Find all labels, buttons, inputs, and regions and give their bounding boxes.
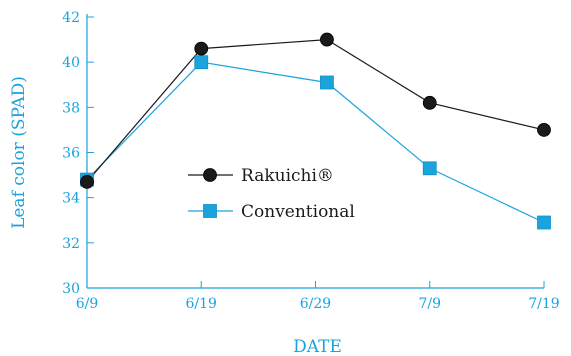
data-point-conventional <box>320 75 334 90</box>
legend: Rakuichi® Conventional <box>188 166 355 222</box>
data-point-rakuichi <box>80 174 94 189</box>
data-point-conventional <box>537 215 551 230</box>
series-line-rakuichi <box>86 38 545 183</box>
x-tick-label: 7/19 <box>528 296 559 312</box>
legend-marker <box>203 204 217 218</box>
legend-marker <box>203 168 217 182</box>
x-tick-label: 6/9 <box>76 296 99 312</box>
x-tick-label: 6/29 <box>300 296 331 312</box>
axes <box>86 14 544 289</box>
legend-label: Conventional <box>241 202 355 222</box>
y-ticks: 30 32 34 36 38 40 42 <box>62 10 94 297</box>
data-point-rakuichi <box>194 41 209 56</box>
y-tick-label: 36 <box>62 146 80 162</box>
y-tick-label: 40 <box>62 55 80 71</box>
legend-label: Rakuichi® <box>241 166 334 186</box>
y-tick-label: 34 <box>62 191 80 207</box>
y-tick-label: 38 <box>62 100 80 116</box>
series-line-conventional <box>86 61 545 224</box>
data-point-conventional <box>194 55 209 70</box>
x-axis-title: DATE <box>293 337 342 356</box>
data-point-rakuichi <box>320 32 334 47</box>
y-tick-label: 32 <box>62 236 80 252</box>
x-tick-label: 6/19 <box>186 296 217 312</box>
series-layer <box>80 32 551 230</box>
x-ticks: 6/9 6/19 6/29 7/9 7/19 <box>76 281 560 312</box>
y-tick-label: 30 <box>62 281 80 297</box>
x-tick-label: 7/9 <box>418 296 441 312</box>
data-point-rakuichi <box>422 95 437 110</box>
data-point-conventional <box>422 161 437 176</box>
data-point-rakuichi <box>537 123 551 137</box>
y-axis-title: Leaf color (SPAD) <box>9 76 29 229</box>
y-tick-label: 42 <box>62 10 80 26</box>
